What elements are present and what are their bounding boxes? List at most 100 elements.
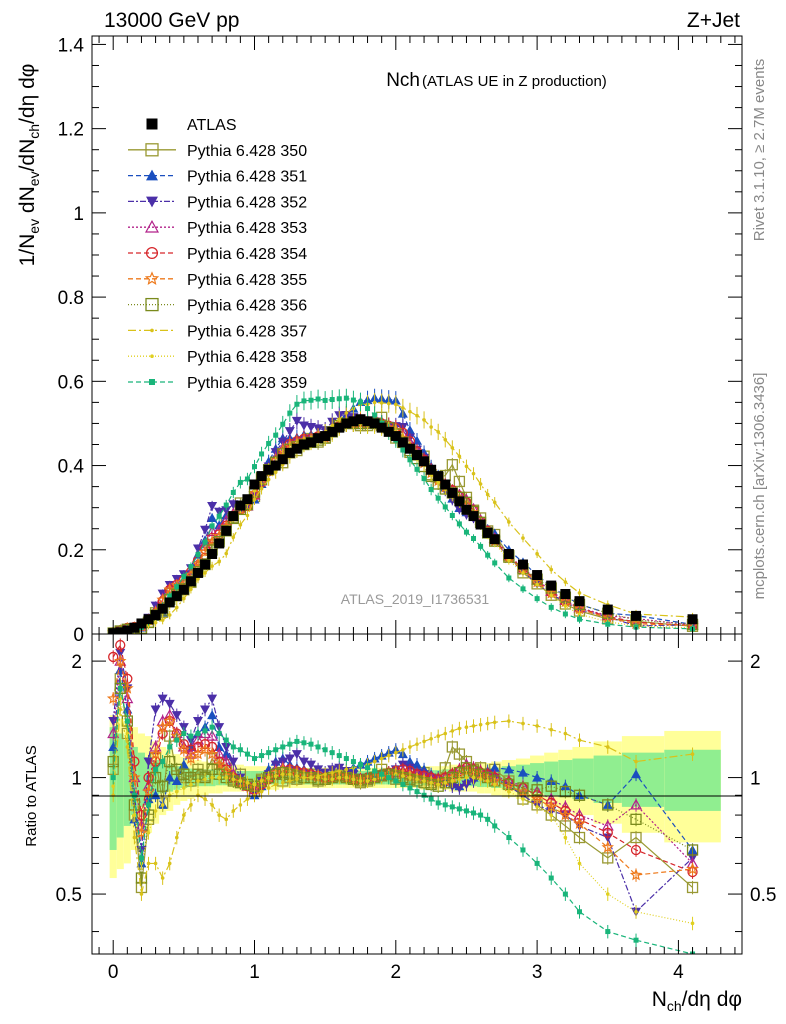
mc-point-ratio [118,707,123,712]
mc-point-ratio [450,779,455,783]
mc-point-main [485,552,491,558]
mc-point-ratio [521,721,525,726]
atlas-point [185,576,196,587]
legend-entry: Pythia 6.428 358 [128,349,307,366]
mc-point-ratio [436,734,440,738]
mc-point-ratio [315,744,321,750]
mc-point-main [436,480,440,485]
mc-point-ratio [266,750,272,756]
mc-point-ratio [138,855,144,861]
atlas-point [242,494,253,505]
mc-point-main [238,523,243,527]
mc-point-main [252,488,257,493]
mc-series-main [110,388,696,634]
atlas-point [270,460,281,471]
legend-label: Pythia 6.428 354 [187,246,307,263]
mc-point-main [207,501,218,511]
mc-point-ratio [259,789,264,794]
mc-point-ratio [633,937,639,943]
mc-point-ratio [630,798,643,810]
legend-marker [150,354,154,359]
mc-point-ratio [189,782,193,787]
mc-point-ratio [210,803,214,807]
mc-point-ratio [198,743,212,756]
atlas-point [327,426,338,437]
mc-point-ratio [207,710,218,720]
mc-point-ratio [379,756,384,761]
mc-point-ratio [252,756,257,762]
atlas-point [313,433,324,444]
mc-point-main [401,406,405,410]
mc-point-ratio [284,754,295,764]
analysis-watermark: ATLAS_2019_I1736531 [341,591,490,607]
legend-label: Pythia 6.428 356 [187,298,307,315]
mc-point-main [244,476,250,482]
mc-point-ratio [630,831,642,844]
y-tick-label-ratio: 1 [71,769,82,790]
mc-point-ratio [365,765,371,771]
y-axis-label-ratio: Ratio to ATLAS [23,745,40,846]
mc-point-main [266,440,272,446]
mc-point-ratio [690,921,695,926]
mc-point-ratio [295,774,299,778]
mc-point-ratio [146,830,151,835]
mc-point-main [534,596,540,602]
mc-point-ratio [422,779,426,783]
mc-point-ratio [393,778,399,784]
mc-point-main [577,591,582,595]
mc-point-main [357,399,363,405]
mc-point-main [471,535,477,541]
mc-point-main [457,454,462,459]
y-axis-label-main: 1/Nev dNev/dNch/dη dφ [16,64,42,267]
mc-point-ratio [146,861,151,866]
atlas-point [214,538,225,549]
mc-point-main [209,523,215,529]
mc-point-ratio [181,730,187,736]
mc-point-main [298,421,309,431]
mc-point-ratio [471,724,476,728]
mc-point-ratio [520,847,526,853]
mc-point-ratio [329,750,335,756]
mc-point-ratio [164,772,175,782]
mc-point-ratio [287,741,293,747]
mc-point-main [221,506,232,516]
atlas-point [433,471,444,482]
mc-point-main [386,401,391,406]
mc-point-ratio [407,785,413,791]
mc-point-ratio [506,835,512,841]
mc-point-ratio [559,785,572,798]
atlas-point [277,454,288,465]
legend-marker [144,271,160,285]
atlas-point [129,622,140,633]
mc-point-main [195,552,201,558]
mc-point-main [160,618,165,622]
atlas-series [108,414,698,634]
mc-point-main [521,536,525,540]
mc-point-ratio [129,756,140,767]
atlas-point [221,525,232,536]
mc-point-ratio [217,813,221,817]
mc-point-ratio [291,750,302,760]
mc-point-main [442,504,448,510]
mc-point-ratio [245,780,250,785]
ratio-series-group [106,638,699,954]
x-tick-label: 0 [108,962,119,983]
mc-point-ratio [634,909,638,914]
mc-point-ratio [280,744,286,750]
y-tick-label-ratio-right: 1 [750,769,761,790]
mc-point-ratio [131,792,137,798]
mc-point-ratio [463,808,469,814]
mc-point-ratio [221,742,232,752]
mc-point-main [207,512,218,522]
mc-point-ratio [106,692,120,704]
mc-point-ratio [174,737,180,743]
atlas-point [532,570,543,581]
atlas-point [390,431,401,442]
mc-point-main [202,539,208,545]
mc-point-ratio [443,731,448,736]
mc-point-main [315,396,321,402]
mc-point-ratio [478,722,483,727]
mc-point-ratio [507,719,511,723]
legend-label: ATLAS [187,117,237,134]
process-label: Z+Jet [687,9,740,32]
